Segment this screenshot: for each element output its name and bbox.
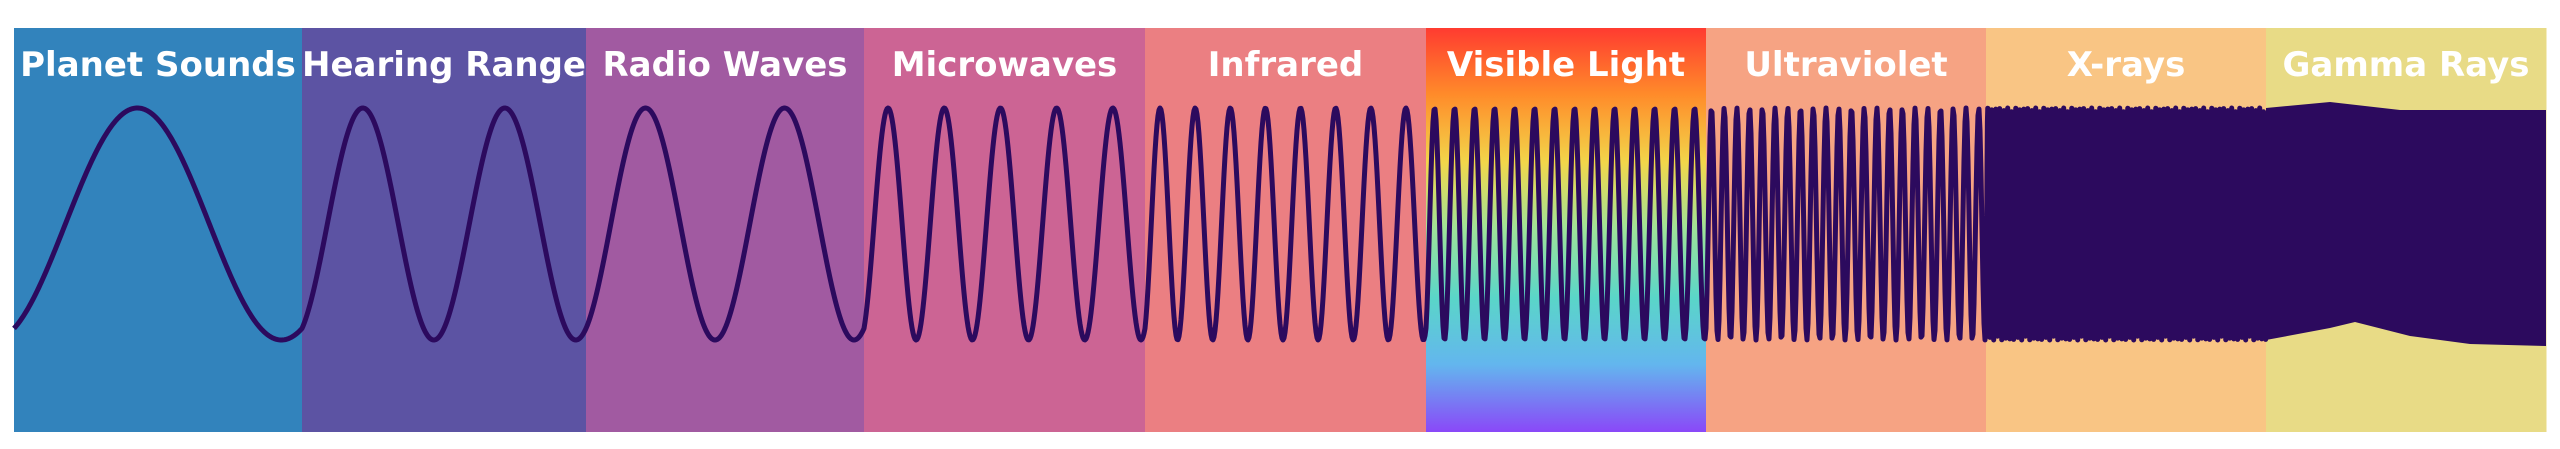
band-label-visible-light: Visible Light — [1447, 45, 1685, 85]
band-label-microwaves: Microwaves — [892, 45, 1118, 85]
band-label-planet-sounds: Planet Sounds — [20, 45, 296, 85]
waveform — [12, 102, 2546, 346]
band-label-ultraviolet: Ultraviolet — [1744, 45, 1947, 85]
band-label-hearing-range: Hearing Range — [302, 45, 586, 85]
band-labels: Planet Sounds Hearing Range Radio Waves Mic… — [20, 45, 2529, 85]
band-label-gamma-rays: Gamma Rays — [2283, 45, 2530, 85]
band-label-x-rays: X-rays — [2067, 45, 2186, 85]
gamma-wave-block — [2266, 102, 2546, 346]
sine-wave — [12, 105, 2269, 343]
band-planet-sounds — [14, 28, 303, 432]
band-label-radio-waves: Radio Waves — [602, 45, 847, 85]
band-label-infrared: Infrared — [1208, 45, 1364, 85]
band-microwaves — [864, 28, 1146, 432]
